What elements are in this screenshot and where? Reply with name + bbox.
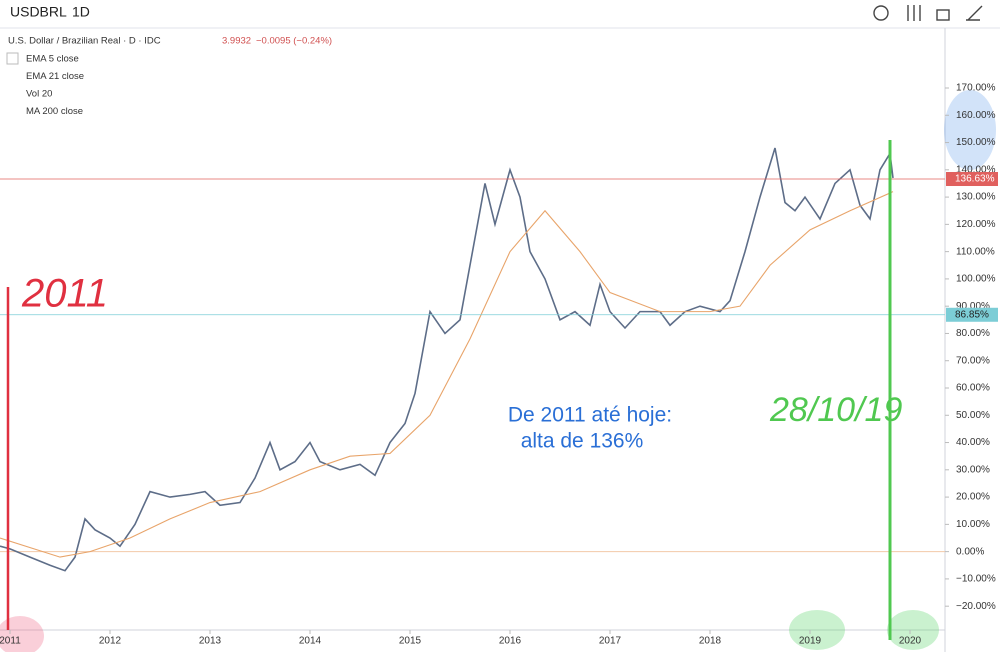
toolbar	[0, 0, 1000, 28]
y-tick-label: 30.00%	[956, 464, 990, 475]
x-tick-label: 2020	[899, 636, 922, 647]
collapse-button[interactable]	[6, 52, 19, 65]
annotation: De 2011 até hoje:	[508, 404, 672, 427]
y-tick-label: 90.00%	[956, 301, 990, 312]
highlight	[0, 616, 44, 656]
y-tick-label: 110.00%	[956, 246, 995, 257]
y-tick-label: −20.00%	[956, 601, 996, 612]
indicator: MA 200 close	[26, 106, 83, 117]
y-tick-label: 70.00%	[956, 355, 990, 366]
y-tick-label: 100.00%	[956, 274, 996, 285]
y-tick-label: 10.00%	[956, 519, 990, 530]
annotation: 28/10/19	[769, 391, 902, 429]
x-tick-label: 2015	[399, 636, 422, 647]
y-tick-label: 0.00%	[956, 546, 984, 557]
annotation: alta de 136%	[521, 430, 644, 453]
price-label: 86.85%	[955, 309, 989, 320]
toolbar-icons[interactable]	[873, 5, 983, 21]
change: −0.0095 (−0.24%)	[256, 36, 332, 47]
price-label: 136.63%	[955, 174, 995, 185]
y-tick-label: −10.00%	[956, 574, 996, 585]
x-tick-label: 2013	[199, 636, 222, 647]
y-tick-label: 140.00%	[956, 164, 996, 175]
highlight	[887, 610, 939, 650]
last-price: 3.9932	[222, 36, 251, 47]
y-tick-label: 40.00%	[956, 437, 990, 448]
instrument: U.S. Dollar / Brazilian Real · D · IDC	[8, 36, 161, 47]
price-label-box	[946, 307, 998, 322]
price-label-box	[946, 172, 998, 187]
annotation: 2011	[21, 272, 108, 316]
indicator: EMA 5 close	[26, 54, 79, 65]
symbol[interactable]: USDBRL	[10, 4, 67, 20]
y-tick-label: 160.00%	[956, 110, 996, 121]
x-tick-label: 2016	[499, 636, 522, 647]
highlight	[944, 90, 996, 170]
y-tick-label: 60.00%	[956, 383, 990, 394]
y-tick-label: 130.00%	[956, 192, 996, 203]
y-tick-label: 50.00%	[956, 410, 990, 421]
y-tick-label: 170.00%	[956, 83, 996, 94]
x-tick-label: 2011	[0, 636, 21, 647]
x-tick-label: 2014	[299, 636, 322, 647]
y-tick-label: 120.00%	[956, 219, 996, 230]
indicator: Vol 20	[26, 89, 52, 100]
x-tick-label: 2012	[99, 636, 122, 647]
y-tick-label: 20.00%	[956, 492, 990, 503]
line-series	[0, 147, 894, 572]
x-tick-label: 2017	[599, 636, 622, 647]
line-series	[0, 191, 894, 558]
x-tick-label: 2019	[799, 636, 822, 647]
x-tick-label: 2018	[699, 636, 722, 647]
interval[interactable]: 1D	[72, 4, 90, 20]
highlight	[789, 610, 845, 650]
indicator: EMA 21 close	[26, 71, 84, 82]
y-tick-label: 150.00%	[956, 137, 996, 148]
y-tick-label: 80.00%	[956, 328, 990, 339]
